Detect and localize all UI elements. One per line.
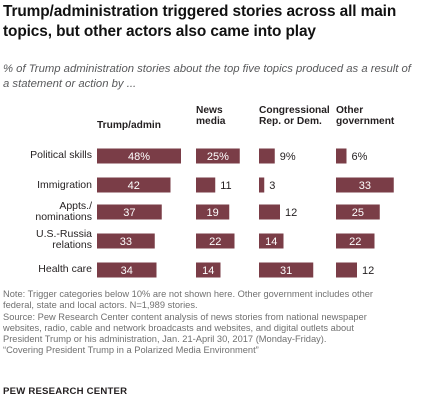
row-label-us-russia-relations: U.S.-Russia relations (35, 228, 92, 251)
row-label-appointments-nominations: Appts./ nominations (35, 200, 92, 223)
data-label-political-skills-congressional-rep-or-dem: 9% (280, 151, 296, 163)
column-header-news-media: News media (196, 105, 226, 127)
data-label-health-care-congressional-rep-or-dem: 31 (280, 265, 292, 277)
source-line: “Covering President Trump in a Polarized… (3, 345, 259, 356)
bar-immigration-news-media (196, 177, 216, 193)
bar-u-s-russia-relations-other-government (336, 233, 375, 249)
bar-appts-nominations-congressional-rep-or-dem (259, 204, 280, 220)
data-label-u-s-russia-relations-trump-admin: 33 (120, 236, 132, 248)
bar-immigration-congressional-rep-or-dem (259, 177, 265, 193)
data-label-immigration-trump-admin: 42 (128, 180, 140, 192)
column-header-other-government: Other government (336, 105, 395, 127)
bar-health-care-other-government (336, 262, 357, 278)
bar-health-care-news-media (196, 262, 221, 278)
data-label-u-s-russia-relations-congressional-rep-or-dem: 14 (265, 236, 277, 248)
note-line: federal, state and local actors. N=1,989… (3, 300, 198, 311)
bar-u-s-russia-relations-congressional-rep-or-dem (259, 233, 284, 249)
data-label-health-care-trump-admin: 34 (121, 265, 133, 277)
bar-appts-nominations-other-government (336, 204, 380, 220)
bar-appts-nominations-news-media (196, 204, 230, 220)
data-label-health-care-news-media: 14 (202, 265, 214, 277)
data-label-u-s-russia-relations-other-government: 22 (349, 236, 361, 248)
row-label-health-care: Health care (38, 263, 92, 275)
bar-u-s-russia-relations-news-media (196, 233, 235, 249)
data-label-political-skills-news-media: 25% (207, 151, 229, 163)
chart-notes: Note: Trigger categories below 10% are n… (3, 289, 421, 357)
bar-political-skills-news-media (196, 148, 240, 164)
data-label-political-skills-other-government: 6% (352, 151, 368, 163)
data-label-immigration-news-media: 11 (220, 180, 231, 192)
bar-u-s-russia-relations-trump-admin (97, 233, 155, 249)
data-label-appts-nominations-other-government: 25 (352, 207, 364, 219)
source-line: President Trump or his administration, J… (3, 334, 327, 345)
row-label-political-skills: Political skills (30, 149, 92, 161)
data-label-immigration-other-government: 33 (359, 180, 371, 192)
data-label-appts-nominations-congressional-rep-or-dem: 12 (285, 207, 297, 219)
chart-title: Trump/administration triggered stories a… (3, 3, 397, 40)
bar-political-skills-trump-admin (97, 148, 181, 164)
data-label-u-s-russia-relations-news-media: 22 (209, 236, 221, 248)
chart-subtitle: % of Trump administration stories about … (3, 63, 411, 90)
row-label-immigration: Immigration (37, 179, 92, 191)
data-label-health-care-other-government: 12 (362, 265, 374, 277)
data-label-political-skills-trump-admin: 48% (128, 151, 150, 163)
pew-research-center-logo: PEW RESEARCH CENTER (3, 386, 128, 397)
bar-immigration-trump-admin (97, 177, 171, 193)
note-line: Note: Trigger categories below 10% are n… (3, 289, 374, 299)
data-label-appts-nominations-trump-admin: 37 (123, 207, 135, 219)
bar-appts-nominations-trump-admin (97, 204, 162, 220)
column-header-trump-admin: Trump/admin (97, 120, 161, 131)
source-line: Source: Pew Research Center content anal… (3, 311, 367, 322)
data-label-appts-nominations-news-media: 19 (207, 207, 219, 219)
source-line: websites, radio, cable and network broad… (3, 322, 354, 333)
bar-health-care-congressional-rep-or-dem (259, 262, 314, 278)
bar-immigration-other-government (336, 177, 394, 193)
bar-political-skills-congressional-rep-or-dem (259, 148, 275, 164)
bar-health-care-trump-admin (97, 262, 157, 278)
bar-political-skills-other-government (336, 148, 347, 164)
data-label-immigration-congressional-rep-or-dem: 3 (269, 180, 275, 192)
column-header-congressional: Congressional Rep. or Dem. (259, 105, 330, 127)
